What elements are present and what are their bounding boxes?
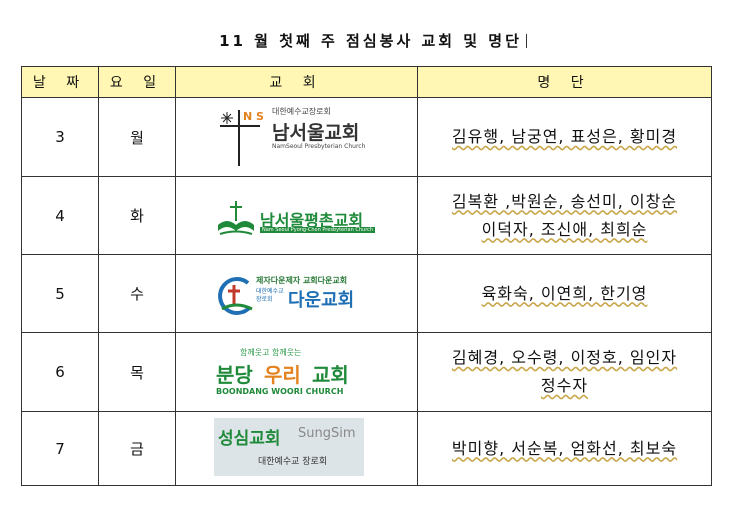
roster-line: 김혜경, 오수령, 이정호, 임인자 [451,348,678,367]
page-title: 11 월 첫째 주 점심봉사 교회 및 명단 [0,30,746,51]
roster-line: 이덕자, 조신애, 최희순 [481,219,648,239]
cross-star-icon [220,110,260,166]
roster-table: 날 짜 요 일 교 회 명 단 3 월 N S 대한예수교장로회 남서울교회 N… [21,66,712,486]
roster-line: 박미향, 서순복, 엄화선, 최보숙 [451,438,678,458]
header-weekday: 요 일 [98,66,176,98]
table-row: 5 수 제자다운제자 교회다운교회 대한예수교 장로회 다운교회 육화숙, 이연… [21,254,712,333]
header-roster: 명 단 [417,66,712,98]
roster-cell: 김복환 ,박원순, 송선미, 이창순 이덕자, 조신애, 최희순 [417,176,712,255]
roster-cell: 박미향, 서순복, 엄화선, 최보숙 [417,411,712,486]
table-row: 6 목 함께웃고 함께웃는 분당 우리 교회 BOONDANG WOORI CH… [21,332,712,412]
table-row: 4 화 남서울평촌교회 Nam Seoul Pyong-Chon Presbyt… [21,176,712,255]
header-row: 날 짜 요 일 교 회 명 단 [21,66,712,98]
namseoul-church-logo: N S 대한예수교장로회 남서울교회 NamSeoul Presbyterian… [216,106,376,168]
roster-cell: 김혜경, 오수령, 이정호, 임인자 정수자 [417,332,712,412]
roster-line: 김복환 ,박원순, 송선미, 이창순 [451,191,678,211]
table-row: 3 월 N S 대한예수교장로회 남서울교회 NamSeoul Presbyte… [21,97,712,177]
date-cell: 3 [21,97,99,177]
open-book-cross-icon [218,201,254,235]
date-cell: 7 [21,411,99,486]
namseoul-pyongchon-church-logo: 남서울평촌교회 Nam Seoul Pyong-Chon Presbyteria… [216,185,376,247]
date-cell: 5 [21,254,99,333]
daun-church-logo: 제자다운제자 교회다운교회 대한예수교 장로회 다운교회 [216,263,376,325]
church-logo-cell: 성심교회 SungSim 대한예수교 장로회 [175,411,418,486]
roster-line: 정수자 [540,376,589,395]
circle-cross-icon [218,277,253,315]
boondang-woori-church-logo: 함께웃고 함께웃는 분당 우리 교회 BOONDANG WOORI CHURCH [216,348,349,396]
weekday-cell: 수 [98,254,176,333]
church-logo-cell: 제자다운제자 교회다운교회 대한예수교 장로회 다운교회 [175,254,418,333]
weekday-cell: 금 [98,411,176,486]
church-logo-cell: 남서울평촌교회 Nam Seoul Pyong-Chon Presbyteria… [175,176,418,255]
header-date: 날 짜 [21,66,99,98]
roster-cell: 육화숙, 이연희, 한기영 [417,254,712,333]
roster-line: 육화숙, 이연희, 한기영 [481,283,648,303]
header-church: 교 회 [175,66,418,98]
sungsim-church-logo: 성심교회 SungSim 대한예수교 장로회 [214,418,364,476]
date-cell: 6 [21,332,99,412]
text-cursor [525,34,527,48]
roster-cell: 김유행, 남궁연, 표성은, 황미경 [417,97,712,177]
table-row: 7 금 성심교회 SungSim 대한예수교 장로회 박미향, 서순복, 엄화선… [21,411,712,486]
weekday-cell: 월 [98,97,176,177]
church-logo-cell: N S 대한예수교장로회 남서울교회 NamSeoul Presbyterian… [175,97,418,177]
church-logo-cell: 함께웃고 함께웃는 분당 우리 교회 BOONDANG WOORI CHURCH [175,332,418,412]
date-cell: 4 [21,176,99,255]
weekday-cell: 화 [98,176,176,255]
weekday-cell: 목 [98,332,176,412]
roster-line: 김유행, 남궁연, 표성은, 황미경 [451,127,678,146]
